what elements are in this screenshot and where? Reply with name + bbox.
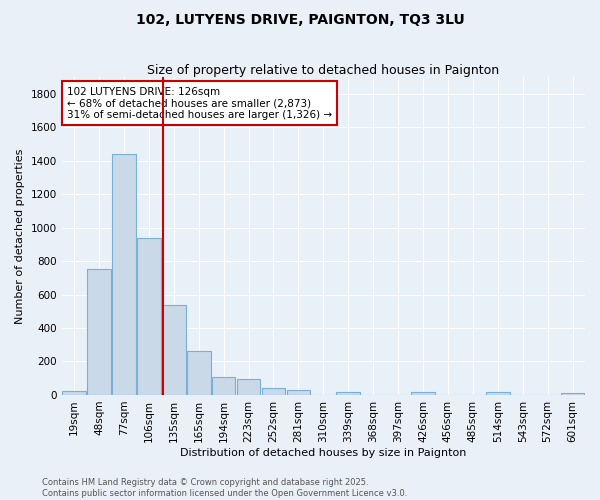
- Bar: [187, 350, 211, 395]
- Bar: [137, 238, 161, 395]
- Bar: [87, 270, 111, 395]
- Bar: [212, 378, 235, 395]
- X-axis label: Distribution of detached houses by size in Paignton: Distribution of detached houses by size …: [180, 448, 467, 458]
- Bar: [262, 388, 286, 395]
- Text: 102, LUTYENS DRIVE, PAIGNTON, TQ3 3LU: 102, LUTYENS DRIVE, PAIGNTON, TQ3 3LU: [136, 12, 464, 26]
- Bar: [287, 390, 310, 395]
- Bar: [112, 154, 136, 395]
- Text: 102 LUTYENS DRIVE: 126sqm
← 68% of detached houses are smaller (2,873)
31% of se: 102 LUTYENS DRIVE: 126sqm ← 68% of detac…: [67, 86, 332, 120]
- Bar: [237, 379, 260, 395]
- Bar: [337, 392, 360, 395]
- Bar: [162, 306, 185, 395]
- Bar: [486, 392, 509, 395]
- Bar: [561, 394, 584, 395]
- Y-axis label: Number of detached properties: Number of detached properties: [15, 148, 25, 324]
- Bar: [62, 392, 86, 395]
- Title: Size of property relative to detached houses in Paignton: Size of property relative to detached ho…: [147, 64, 499, 77]
- Bar: [411, 392, 435, 395]
- Text: Contains HM Land Registry data © Crown copyright and database right 2025.
Contai: Contains HM Land Registry data © Crown c…: [42, 478, 407, 498]
